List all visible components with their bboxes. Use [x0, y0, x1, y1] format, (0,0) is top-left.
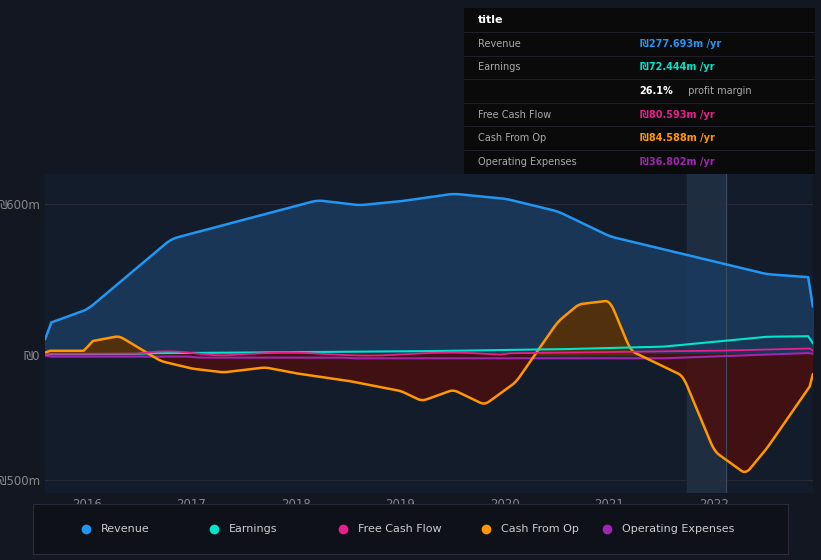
- Text: Revenue: Revenue: [101, 524, 149, 534]
- Text: Free Cash Flow: Free Cash Flow: [358, 524, 441, 534]
- Text: ₪84.588m /yr: ₪84.588m /yr: [640, 133, 714, 143]
- Text: Operating Expenses: Operating Expenses: [622, 524, 734, 534]
- Text: Free Cash Flow: Free Cash Flow: [478, 110, 551, 120]
- Bar: [687, 174, 726, 493]
- Text: Earnings: Earnings: [478, 62, 521, 72]
- Text: ₪80.593m /yr: ₪80.593m /yr: [640, 110, 714, 120]
- Text: title: title: [478, 15, 503, 25]
- Text: profit margin: profit margin: [686, 86, 752, 96]
- Text: Cash From Op: Cash From Op: [501, 524, 579, 534]
- Text: Revenue: Revenue: [478, 39, 521, 49]
- Text: ₪277.693m /yr: ₪277.693m /yr: [640, 39, 721, 49]
- Text: Cash From Op: Cash From Op: [478, 133, 546, 143]
- Text: ₪72.444m /yr: ₪72.444m /yr: [640, 62, 714, 72]
- Text: 26.1%: 26.1%: [640, 86, 673, 96]
- Text: ₪36.802m /yr: ₪36.802m /yr: [640, 157, 714, 167]
- Text: Operating Expenses: Operating Expenses: [478, 157, 576, 167]
- Text: Earnings: Earnings: [229, 524, 277, 534]
